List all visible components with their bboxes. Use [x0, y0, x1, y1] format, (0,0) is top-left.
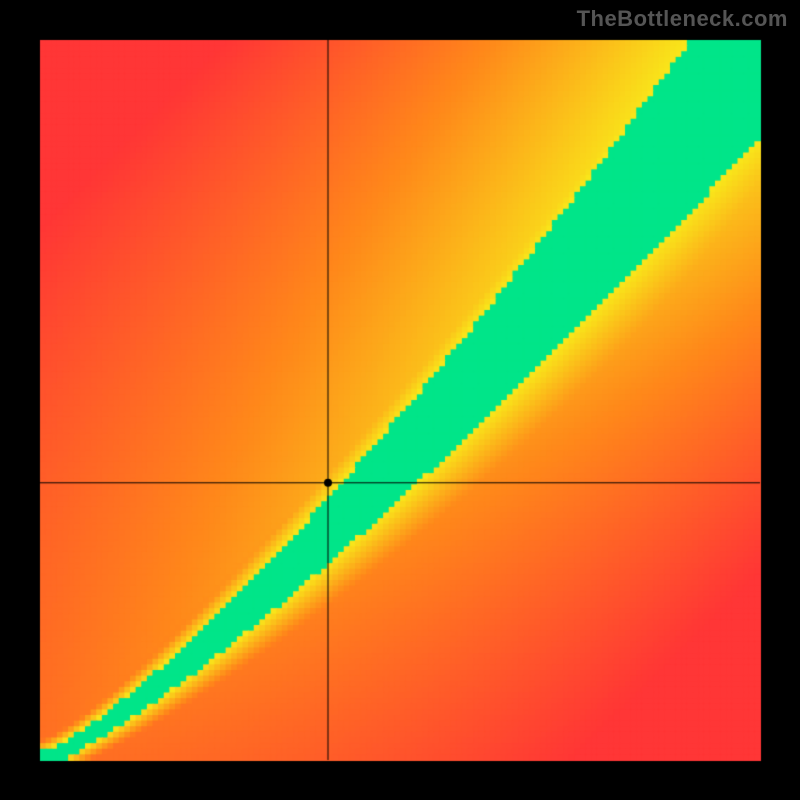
watermark-text: TheBottleneck.com — [577, 6, 788, 32]
bottleneck-heatmap — [0, 0, 800, 800]
